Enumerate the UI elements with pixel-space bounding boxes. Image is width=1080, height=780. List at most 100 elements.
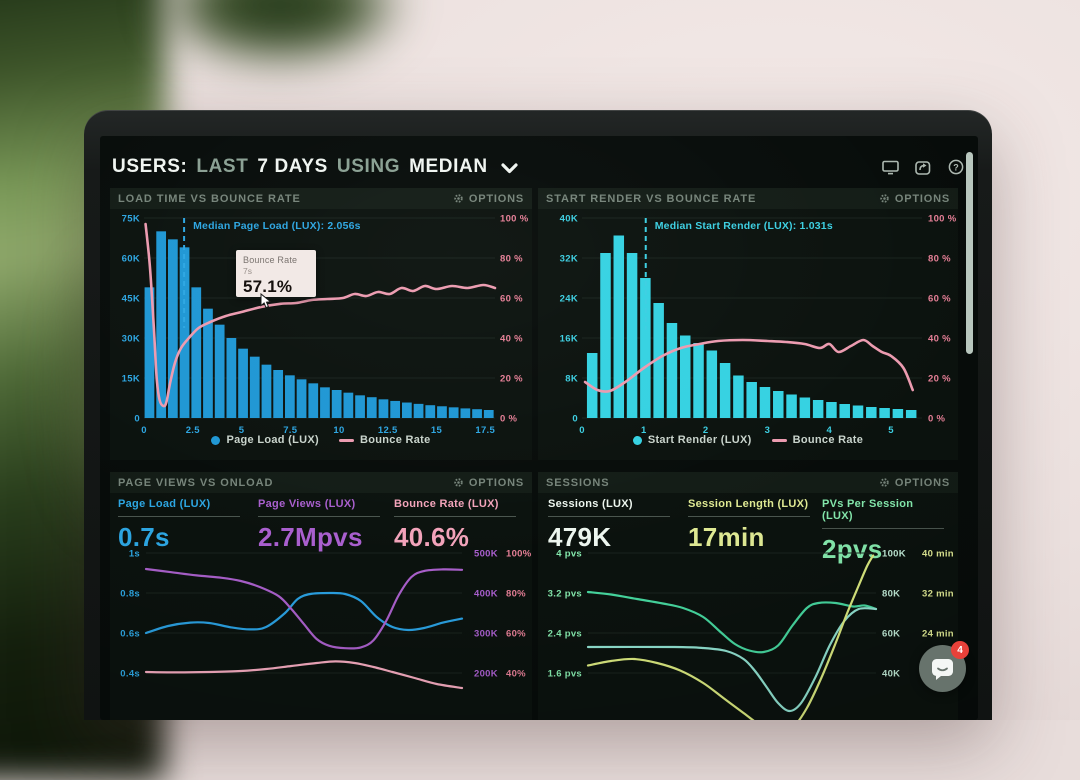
legend-dot-icon <box>211 436 220 445</box>
svg-text:0: 0 <box>134 414 140 425</box>
svg-text:200K: 200K <box>474 669 498 680</box>
title-using: USING <box>337 156 400 178</box>
svg-text:500K: 500K <box>474 549 498 560</box>
svg-text:60K: 60K <box>882 629 900 640</box>
svg-text:100 %: 100 % <box>500 214 529 225</box>
svg-text:4: 4 <box>826 425 832 434</box>
gear-icon <box>879 477 890 488</box>
svg-text:15K: 15K <box>122 374 140 385</box>
options-button[interactable]: OPTIONS <box>453 193 524 205</box>
panel-title: SESSIONS <box>546 477 609 489</box>
svg-text:0.6s: 0.6s <box>120 629 140 640</box>
svg-text:4 pvs: 4 pvs <box>556 549 582 560</box>
dashboard-header: USERS: LAST 7 DAYS USING MEDIAN ? <box>112 150 966 184</box>
svg-text:15: 15 <box>431 425 443 434</box>
time-range-selector[interactable]: USERS: LAST 7 DAYS USING MEDIAN <box>112 155 518 180</box>
svg-text:20 %: 20 % <box>928 374 951 385</box>
svg-text:32K: 32K <box>560 254 578 265</box>
display-icon[interactable] <box>880 158 900 176</box>
legend-bounce-rate[interactable]: Bounce Rate <box>772 434 864 446</box>
help-icon[interactable]: ? <box>946 158 966 176</box>
svg-text:100K: 100K <box>882 549 906 560</box>
svg-text:80 %: 80 % <box>928 254 951 265</box>
metric-label: Page Load (LUX) <box>118 498 240 517</box>
scrollbar-thumb[interactable] <box>966 152 973 354</box>
panel-sessions: SESSIONS OPTIONS Sessions (LUX) 479K Ses… <box>538 472 958 720</box>
legend-line-icon <box>339 439 354 442</box>
svg-text:8K: 8K <box>565 374 578 385</box>
title-median: MEDIAN <box>409 156 488 178</box>
options-button[interactable]: OPTIONS <box>879 477 950 489</box>
svg-text:24K: 24K <box>560 294 578 305</box>
page-views-chart: 1s0.8s0.6s0.4s500K400K300K200K100%80%60%… <box>110 544 532 720</box>
legend-start-render[interactable]: Start Render (LUX) <box>633 434 752 446</box>
svg-text:1.6 pvs: 1.6 pvs <box>548 669 582 680</box>
svg-text:60 %: 60 % <box>928 294 951 305</box>
metric-label: Session Length (LUX) <box>688 498 810 517</box>
legend-page-load[interactable]: Page Load (LUX) <box>211 434 319 446</box>
svg-text:0: 0 <box>141 425 147 434</box>
chart-tooltip: Bounce Rate 7s 57.1% <box>236 250 316 297</box>
svg-text:1: 1 <box>641 425 647 434</box>
svg-text:3: 3 <box>765 425 771 434</box>
share-icon[interactable] <box>913 158 933 176</box>
svg-text:40%: 40% <box>506 669 526 680</box>
svg-text:7.5: 7.5 <box>283 425 298 434</box>
legend-dot-icon <box>633 436 642 445</box>
options-button[interactable]: OPTIONS <box>453 477 524 489</box>
gear-icon <box>453 193 464 204</box>
panel-header: START RENDER VS BOUNCE RATE OPTIONS <box>538 188 958 209</box>
tooltip-subtitle: 7s <box>243 266 309 276</box>
chart-legend: Page Load (LUX) Bounce Rate <box>110 434 532 446</box>
svg-text:0: 0 <box>572 414 578 425</box>
svg-text:20 %: 20 % <box>500 374 523 385</box>
svg-text:100 %: 100 % <box>928 214 957 225</box>
svg-text:12.5: 12.5 <box>378 425 398 434</box>
chat-widget-button[interactable]: 4 <box>919 645 966 692</box>
options-button[interactable]: OPTIONS <box>879 193 950 205</box>
panel-title: PAGE VIEWS VS ONLOAD <box>118 477 273 489</box>
metric-label: Bounce Rate (LUX) <box>394 498 516 517</box>
dashboard-screen: USERS: LAST 7 DAYS USING MEDIAN ? <box>100 136 978 720</box>
mouse-cursor <box>260 293 273 315</box>
svg-text:300K: 300K <box>474 629 498 640</box>
legend-bounce-rate[interactable]: Bounce Rate <box>339 434 431 446</box>
svg-text:60%: 60% <box>506 629 526 640</box>
svg-text:400K: 400K <box>474 589 498 600</box>
svg-text:?: ? <box>953 162 959 172</box>
panel-header: SESSIONS OPTIONS <box>538 472 958 493</box>
svg-text:40 min: 40 min <box>922 549 954 560</box>
svg-text:75K: 75K <box>122 214 140 225</box>
svg-text:80 %: 80 % <box>500 254 523 265</box>
chart-legend: Start Render (LUX) Bounce Rate <box>538 434 958 446</box>
gear-icon <box>879 193 890 204</box>
svg-text:1s: 1s <box>129 549 140 560</box>
svg-text:2: 2 <box>703 425 709 434</box>
svg-text:2.4 pvs: 2.4 pvs <box>548 629 582 640</box>
laptop-bezel: USERS: LAST 7 DAYS USING MEDIAN ? <box>84 110 992 720</box>
svg-text:10: 10 <box>333 425 344 434</box>
svg-text:40K: 40K <box>882 669 900 680</box>
metric-label: PVs Per Session (LUX) <box>822 498 944 529</box>
svg-text:0 %: 0 % <box>500 414 518 425</box>
svg-text:5: 5 <box>239 425 245 434</box>
svg-text:80%: 80% <box>506 589 526 600</box>
chevron-down-icon <box>501 158 518 180</box>
metric-label: Page Views (LUX) <box>258 498 380 517</box>
svg-text:0: 0 <box>579 425 585 434</box>
tooltip-title: Bounce Rate <box>243 255 309 265</box>
svg-text:24 min: 24 min <box>922 629 954 640</box>
svg-text:45K: 45K <box>122 294 140 305</box>
svg-text:80K: 80K <box>882 589 900 600</box>
tooltip-value: 57.1% <box>243 277 309 297</box>
svg-text:0.8s: 0.8s <box>120 589 140 600</box>
svg-text:17.5: 17.5 <box>475 425 495 434</box>
title-users: USERS: <box>112 156 187 178</box>
metric-label: Sessions (LUX) <box>548 498 670 517</box>
svg-text:100%: 100% <box>506 549 532 560</box>
svg-text:40 %: 40 % <box>928 334 951 345</box>
